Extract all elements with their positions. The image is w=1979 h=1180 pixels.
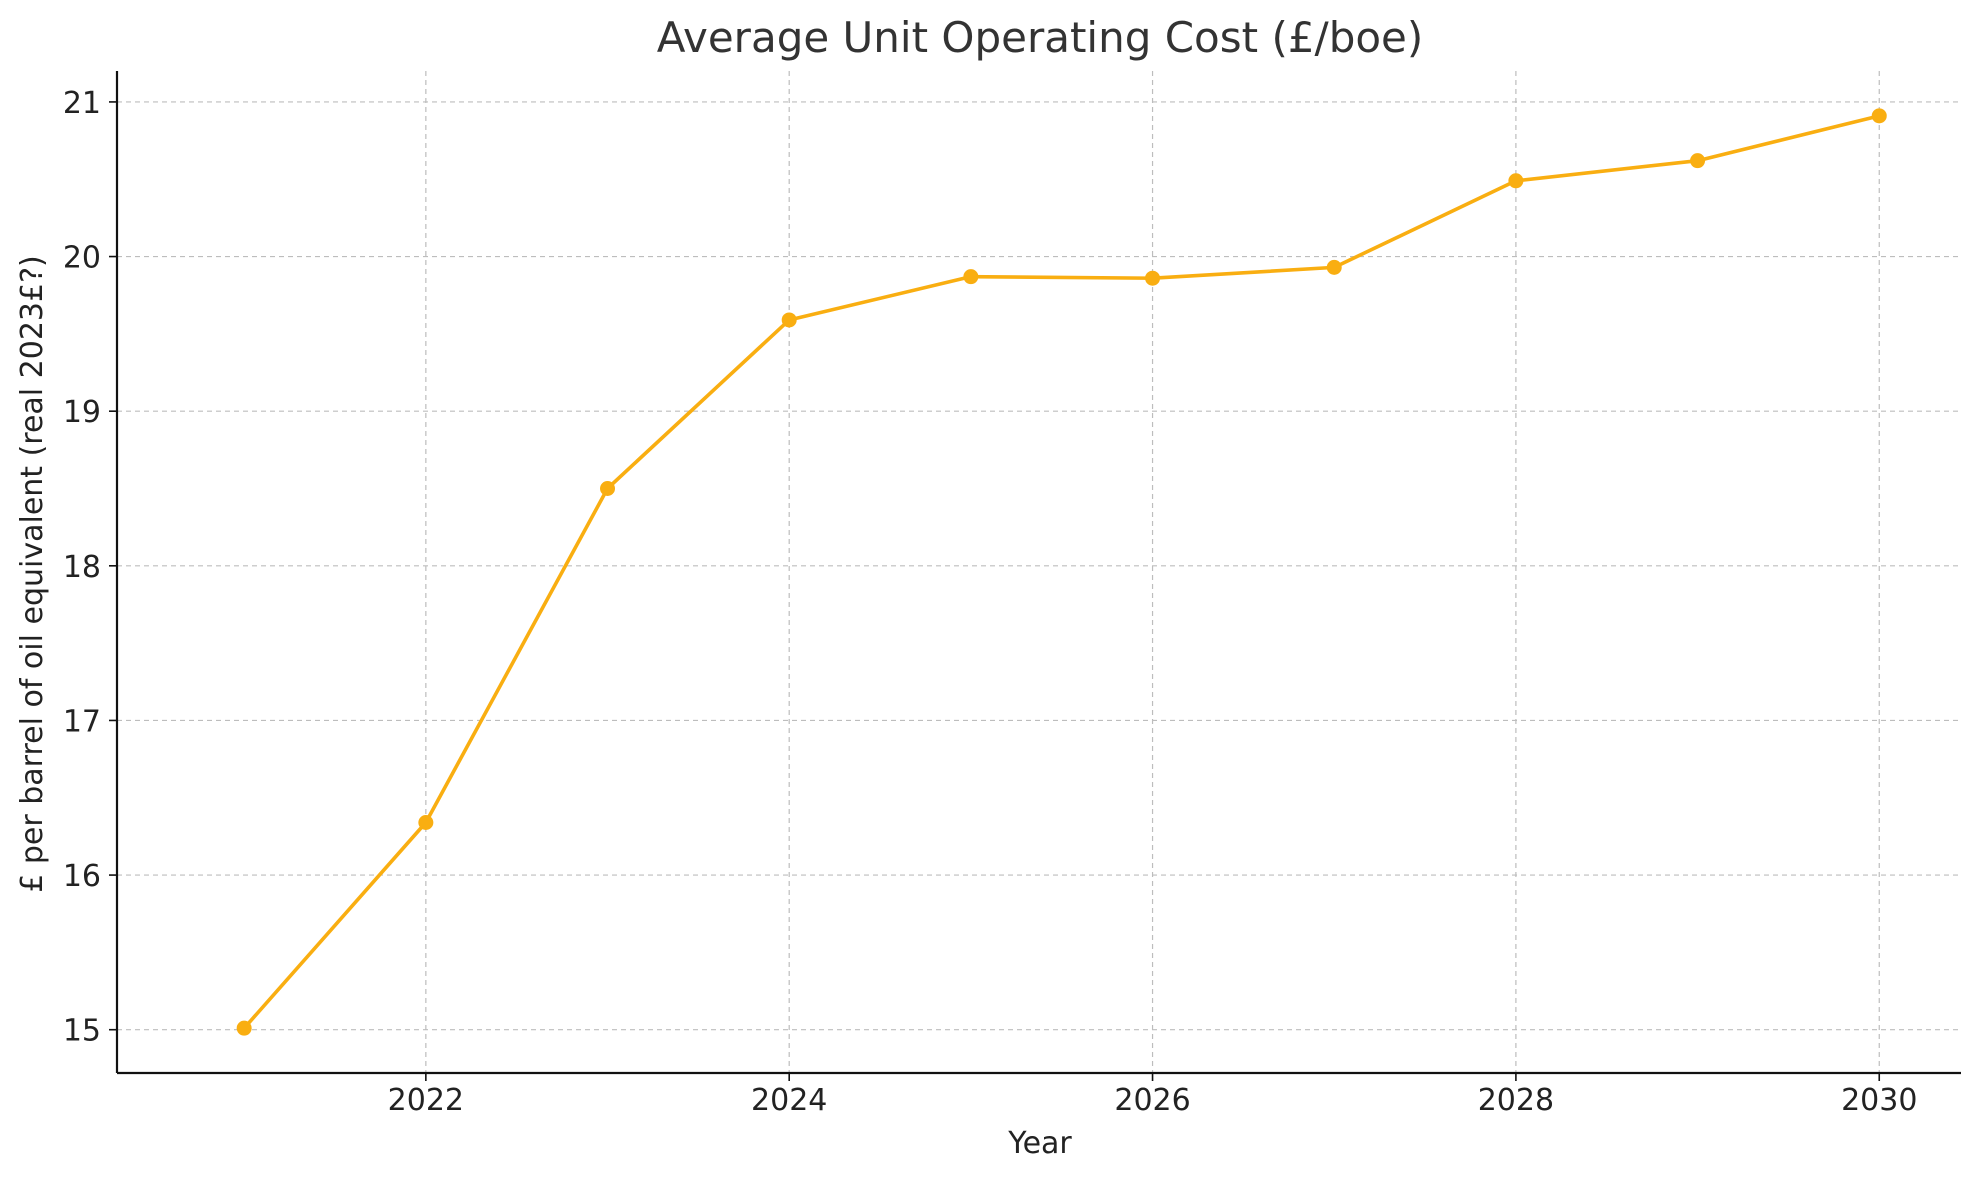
tick-labels: 2022 2024 2026 2028 2030 15 16 17 18 19 20 21 — [63, 86, 1918, 1118]
data-point-2023 — [600, 481, 616, 496]
data-point-2029 — [1690, 153, 1706, 169]
y-tick-label-17: 17 — [63, 704, 101, 739]
x-tick-label-2022: 2022 — [388, 1083, 464, 1118]
y-tick-label-21: 21 — [63, 86, 101, 121]
series — [236, 108, 1887, 1036]
y-tick-label-20: 20 — [63, 241, 101, 276]
y-tick-label-15: 15 — [63, 1014, 101, 1049]
data-point-2030 — [1871, 108, 1887, 124]
axes — [109, 71, 1961, 1081]
x-tick-label-2026: 2026 — [1114, 1083, 1190, 1118]
data-point-2028 — [1508, 173, 1524, 189]
data-point-2021 — [236, 1020, 252, 1036]
x-axis-label: Year — [1007, 1126, 1072, 1161]
y-tick-label-18: 18 — [63, 550, 101, 585]
data-point-2027 — [1326, 259, 1342, 275]
data-point-2025 — [963, 269, 979, 285]
series-line-0 — [242, 114, 1882, 1030]
chart-title: Average Unit Operating Cost (£/boe) — [657, 13, 1424, 62]
x-tick-label-2028: 2028 — [1478, 1083, 1554, 1118]
x-tick-label-2030: 2030 — [1841, 1083, 1917, 1118]
y-axis-label: £ per barrel of oil equivalent (real 202… — [15, 255, 50, 893]
data-point-2026 — [1145, 270, 1161, 286]
data-point-2024 — [781, 312, 797, 328]
y-tick-label-19: 19 — [63, 395, 101, 430]
grid — [117, 71, 1961, 1073]
x-tick-label-2024: 2024 — [751, 1083, 827, 1118]
y-tick-label-16: 16 — [63, 859, 101, 894]
data-point-2022 — [418, 815, 434, 830]
